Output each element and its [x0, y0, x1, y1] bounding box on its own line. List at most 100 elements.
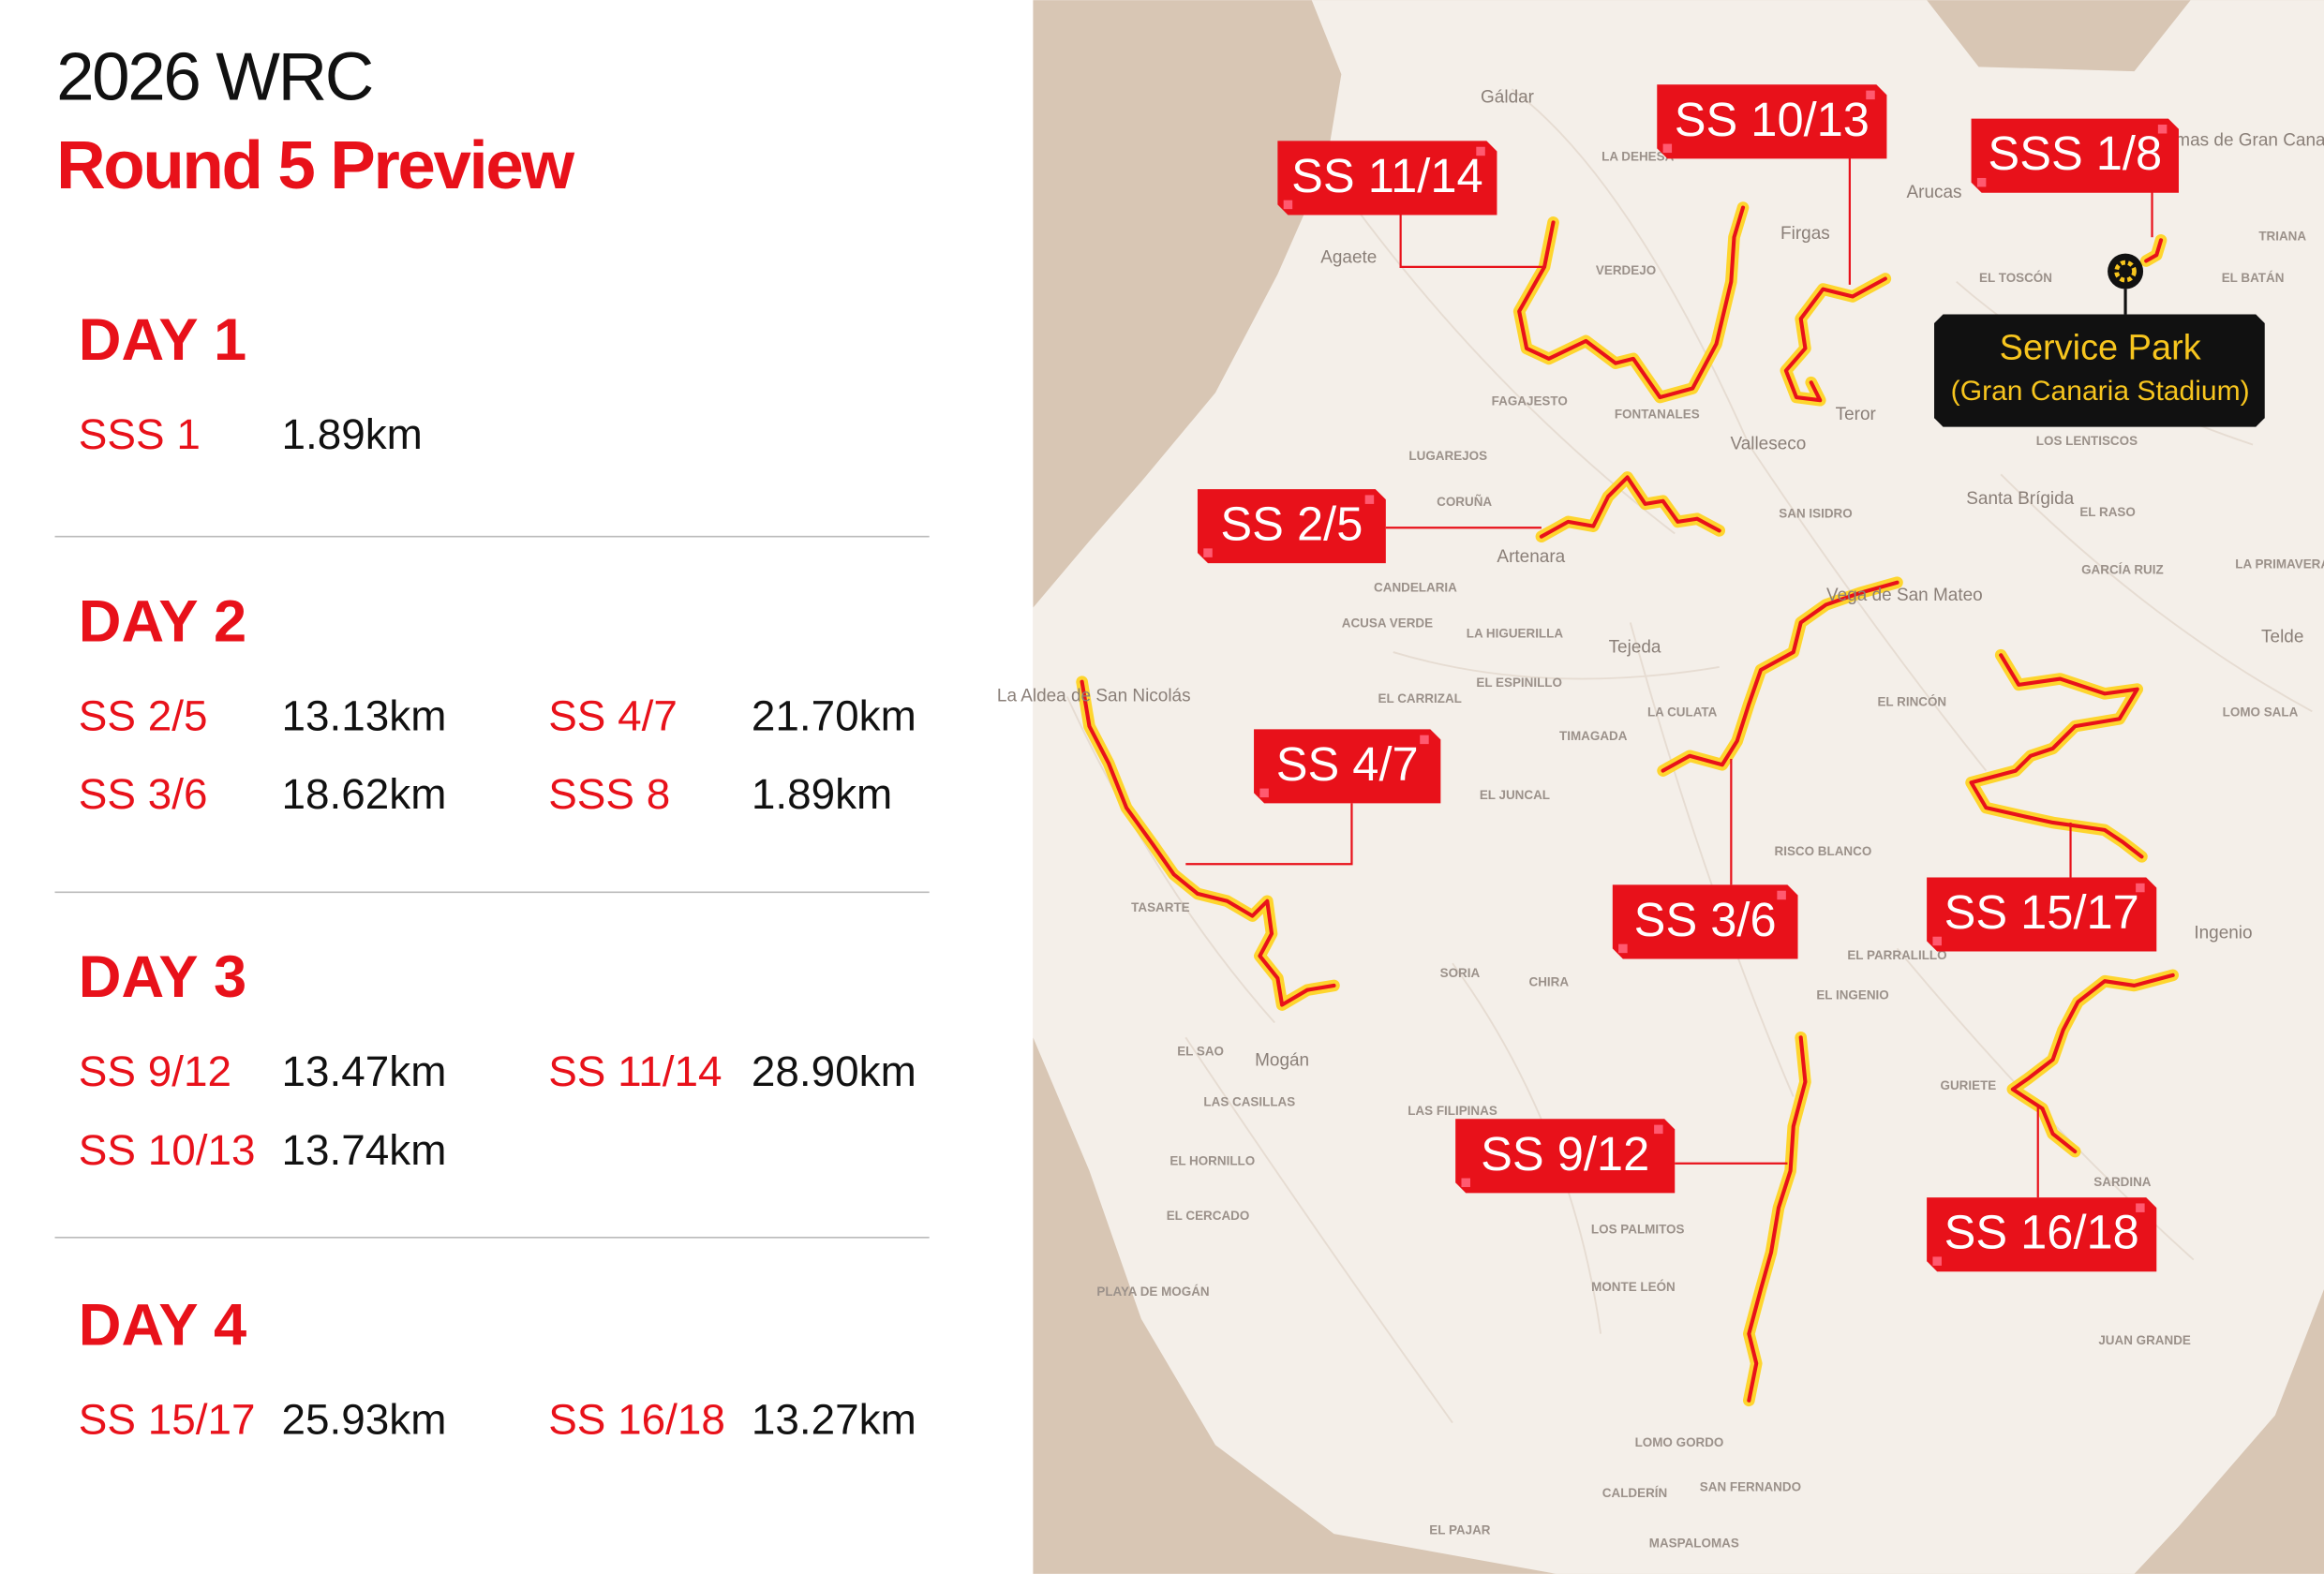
locality-name: EL CARRIZAL [1378, 691, 1462, 705]
town-name: Arucas [1907, 183, 1962, 202]
locality-name: LA CULATA [1647, 705, 1718, 719]
subtitle: Round 5 Preview [56, 127, 574, 203]
left-panel [0, 0, 1034, 1574]
locality-name: TASARTE [1131, 900, 1189, 914]
checker [1420, 735, 1429, 745]
stage-label: SS 3/6 [1634, 893, 1777, 946]
locality-name: SARDINA [2093, 1175, 2152, 1189]
locality-name: EL PAJAR [1429, 1523, 1491, 1537]
stage-name: SS 16/18 [548, 1395, 725, 1444]
town-name: Artenara [1497, 547, 1565, 567]
stage-name: SS 15/17 [79, 1395, 256, 1444]
stage-label-box [1927, 877, 2157, 952]
locality-name: LAS FILIPINAS [1408, 1104, 1497, 1118]
locality-name: EL RASO [2079, 505, 2136, 519]
locality-name: EL BATÁN [2222, 271, 2285, 285]
locality-name: LA PRIMAVERA [2235, 557, 2324, 571]
locality-name: EL CERCADO [1167, 1209, 1250, 1223]
service-title: Service Park [2000, 328, 2202, 367]
locality-name: EL TOSCÓN [1979, 271, 2052, 285]
checker [2136, 1203, 2145, 1212]
town-name: Santa Brígida [1966, 489, 2074, 509]
stage-label-box [1971, 118, 2179, 193]
stage-label-box [1455, 1119, 1676, 1194]
leader-line [1399, 215, 1545, 268]
route [1080, 679, 1336, 1007]
leader-line [1185, 803, 1353, 866]
checker [1618, 943, 1628, 954]
locality-name: CORUÑA [1437, 495, 1492, 509]
stage-label-box [1612, 884, 1798, 959]
locality-name: FONTANALES [1615, 408, 1700, 422]
stage-name: SSS 8 [548, 769, 670, 818]
service-box [1934, 314, 2265, 427]
locality-name: TRIANA [2258, 230, 2306, 244]
locality-name: LOMO SALA [2223, 705, 2299, 719]
stage-name: SS 10/13 [79, 1125, 256, 1174]
locality-name: CALDERÍN [1602, 1486, 1667, 1500]
stage-label: SS 10/13 [1675, 93, 1870, 146]
locality-name: LOS PALMITOS [1591, 1222, 1685, 1236]
locality-name: LA DEHESA [1601, 149, 1674, 163]
checker [1976, 177, 1987, 187]
locality-name: CHIRA [1529, 974, 1570, 988]
town-name: Mogán [1255, 1051, 1309, 1071]
checker [1777, 890, 1786, 900]
service-subtitle: (Gran Canaria Stadium) [1951, 376, 2250, 407]
route [1747, 1035, 1808, 1403]
service-icon [2108, 253, 2144, 290]
checker [1283, 200, 1293, 210]
locality-name: EL SAO [1177, 1045, 1224, 1059]
route [1517, 205, 1746, 400]
stage-label: SS 9/12 [1481, 1127, 1649, 1180]
checker [1364, 495, 1375, 504]
locality-name: EL HORNILLO [1169, 1154, 1255, 1168]
checker [1476, 146, 1485, 156]
stage-label: SS 2/5 [1220, 497, 1363, 551]
checker [1866, 90, 1875, 100]
locality-name: ACUSA VERDE [1342, 616, 1433, 631]
town-name: Ingenio [2194, 924, 2252, 943]
town-name: Agaete [1320, 247, 1377, 267]
route [1783, 276, 1887, 403]
town-name: Teror [1836, 405, 1876, 424]
locality-name: GURIETE [1941, 1078, 1997, 1092]
locality-name: SAN FERNANDO [1700, 1480, 1801, 1494]
route [2010, 973, 2175, 1154]
day-label: DAY 3 [79, 944, 246, 1010]
stage-distance: 25.93km [282, 1395, 447, 1444]
locality-name: JUAN GRANDE [2098, 1333, 2191, 1347]
map: Gáldar Agaete Arucas Firgas Teror Valleseco Sa… [997, 0, 2324, 1574]
service-park: Service Park (Gran Canaria Stadium) [1934, 253, 2265, 427]
locality-name: PLAYA DE MOGÁN [1096, 1284, 1209, 1299]
locality-name: LA HIGUERILLA [1467, 627, 1564, 641]
town-name: Firgas [1780, 224, 1830, 244]
locality-name: EL RINCÓN [1877, 694, 1946, 708]
town-name: La Aldea de San Nicolás [997, 687, 1191, 706]
days: DAY 1 SSS 1 1.89km DAY 2 SS 2/5 13.13km SS 4/7… [54, 307, 930, 1444]
town-name: Telde [2261, 627, 2303, 646]
locality-name: SAN ISIDRO [1779, 507, 1852, 521]
stage-distance: 21.70km [752, 690, 916, 739]
stage-name: SS 9/12 [79, 1047, 231, 1095]
locality-name: LOMO GORDO [1635, 1435, 1724, 1449]
locality-name: LOS LENTISCOS [2036, 434, 2138, 448]
stage-name: SSS 1 [79, 409, 201, 458]
leaders [1185, 156, 2153, 1198]
stage-label: SSS 1/8 [1988, 126, 2162, 180]
checker [1259, 788, 1269, 798]
service-gear [2114, 260, 2137, 283]
stage-label: SS 16/18 [1944, 1206, 2139, 1259]
locality-name: LAS CASILLAS [1203, 1094, 1295, 1108]
stage-distance: 1.89km [752, 769, 892, 818]
checker [1654, 1124, 1663, 1135]
town-name: Vega de San Mateo [1826, 586, 1983, 605]
locality-name: GARCÍA RUIZ [2081, 563, 2164, 577]
stage-labels: SS 11/14 SS 10/13 SSS 1/8 SS 2/5 SS 4/7 SS 3/… [1197, 84, 2179, 1272]
stage-label-box [1254, 729, 1441, 804]
day-label: DAY 4 [79, 1293, 246, 1359]
route [1539, 475, 1721, 539]
checker [1662, 143, 1673, 154]
route [1661, 580, 1899, 773]
locality-name: LUGAREJOS [1408, 449, 1487, 463]
